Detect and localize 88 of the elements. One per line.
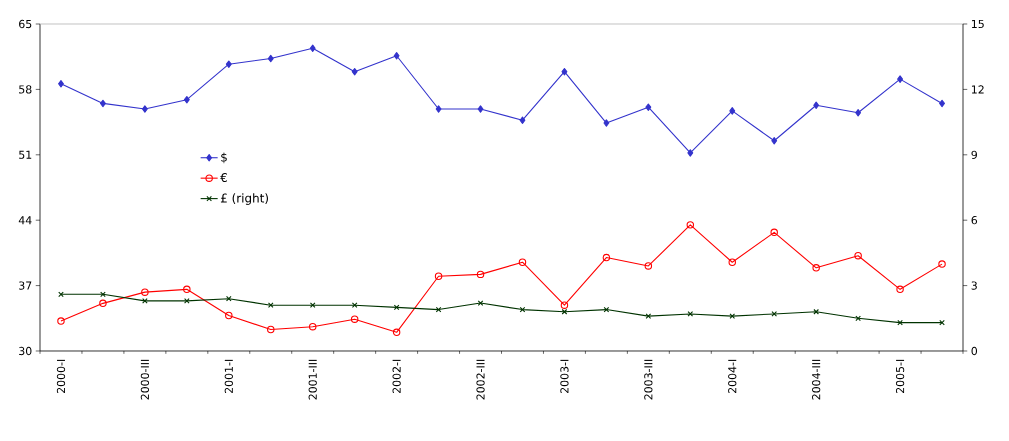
point [434,272,443,280]
point [519,306,526,313]
y2-tick-label: 15 [971,19,984,29]
point [602,253,611,262]
point [267,325,275,334]
x-tick-label: 2005-I [895,359,905,394]
point [99,99,106,108]
y-tick-label: 37 [19,281,32,290]
point [561,308,568,315]
point [603,119,610,127]
point [518,258,527,266]
point [771,311,778,317]
point [645,313,652,319]
point [57,317,65,325]
x-tick-label: 2001-III [308,359,317,400]
point [435,105,442,113]
point [771,137,778,145]
point [897,319,903,326]
y2-tick-label: 0 [971,346,978,356]
point [938,260,946,268]
x-tick-label: 2004-I [728,359,737,394]
legend-label: € [220,172,228,183]
point [770,228,778,237]
x-tick-label: 2000-I [56,359,66,394]
point [812,264,820,272]
y-tick-label: 30 [19,346,32,356]
point [896,285,904,294]
point [99,299,107,308]
x-tick-label: 2003-I [560,359,569,394]
point [687,149,694,157]
point [58,80,64,88]
y2-tick-label: 3 [971,281,977,290]
point [560,301,569,309]
point [309,302,316,309]
point [267,54,274,63]
point [854,251,862,260]
x-tick-label: 2001-I [224,359,233,394]
point [183,285,191,294]
point [477,300,484,306]
point [855,315,861,322]
point [309,44,316,53]
point [645,103,652,111]
point [183,95,190,104]
x-tick-label: 2004-III [812,359,821,400]
point [350,315,359,323]
x-tick-label: 2002-III [476,359,485,400]
point [225,295,232,302]
point [686,221,695,229]
point [435,306,442,313]
point [58,291,64,298]
x-tick-label: 2002-I [392,359,401,394]
y-tick-label: 58 [19,85,32,94]
legend-label: $ [221,152,227,164]
point [392,328,401,337]
y2-tick-label: 9 [971,150,977,159]
point [813,101,820,110]
point [603,306,610,313]
point [141,105,148,113]
point [351,302,358,309]
point [393,52,400,60]
legend-label: £ (right) [220,193,268,205]
point [687,311,694,317]
y2-tick-label: 6 [971,216,978,225]
point [225,60,232,68]
point [939,319,945,326]
point [393,304,400,311]
point [141,288,149,296]
point [729,107,736,115]
y-tick-label: 44 [18,216,32,225]
point [225,311,233,320]
point [813,308,819,315]
point [728,258,736,266]
point [561,67,568,76]
point [897,75,904,83]
y2-tick-label: 12 [971,85,984,94]
point [351,67,358,76]
point [855,109,862,117]
point [308,322,317,331]
x-tick-label: 2000-III [140,359,150,400]
point [519,116,526,124]
point [100,291,106,298]
point [729,313,736,319]
y-tick-label: 65 [19,19,32,29]
y-tick-label: 51 [19,150,32,159]
point [644,262,653,270]
x-tick-label: 2003-III [644,359,653,400]
point [476,270,485,279]
point [477,105,484,113]
